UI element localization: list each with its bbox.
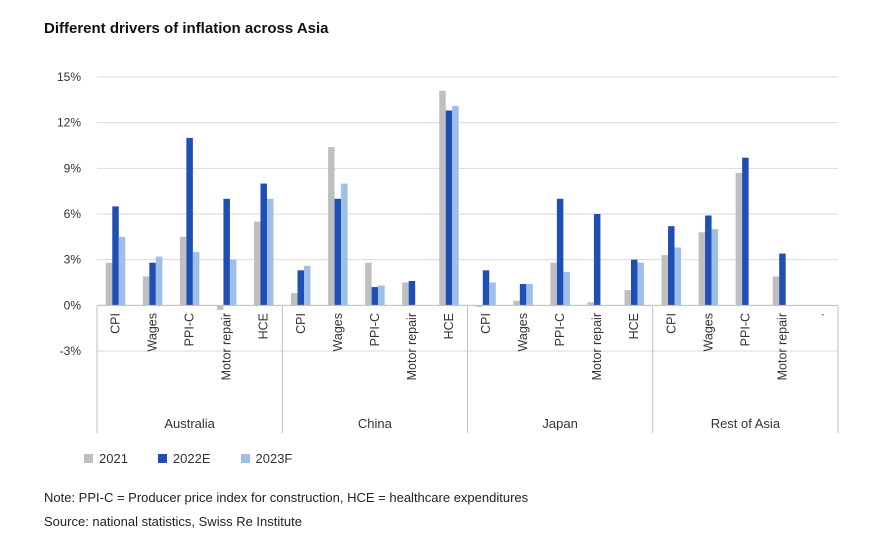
bar-2021 <box>772 276 780 306</box>
bar-2022e <box>779 253 786 306</box>
legend: 2021 2022E 2023F <box>84 451 292 466</box>
bar-2023f <box>674 247 682 306</box>
bar-2021 <box>513 300 520 306</box>
bar-2023f <box>266 198 274 306</box>
category-label: Motor repair <box>220 313 234 380</box>
category-label: HCE <box>442 313 456 339</box>
bar-2022e <box>668 226 675 306</box>
bar-2022e <box>260 183 267 306</box>
category-label: Wages <box>331 313 345 351</box>
y-tick-label: 6% <box>64 207 82 221</box>
source-note: Source: national statistics, Swiss Re In… <box>44 514 302 529</box>
bar-2021 <box>661 255 669 306</box>
bar-2021 <box>550 262 557 306</box>
bar-2022e <box>223 198 230 306</box>
category-label: PPI-C <box>368 313 382 346</box>
bar-2023f <box>489 282 496 306</box>
footnote: Note: PPI-C = Producer price index for c… <box>44 490 529 505</box>
bar-2021 <box>624 290 631 306</box>
bar-2022e <box>334 198 342 306</box>
legend-label: 2021 <box>99 451 128 466</box>
y-tick-label: -3% <box>60 344 82 358</box>
bar-2021 <box>291 293 298 306</box>
category-label: Wages <box>516 313 530 351</box>
bar-2021 <box>253 221 261 306</box>
group-label: China <box>358 416 393 431</box>
bar-2021 <box>365 262 372 306</box>
bar-2021 <box>328 147 335 306</box>
bar-2022e <box>742 157 749 306</box>
y-tick-label: 3% <box>64 253 82 267</box>
category-label: CPI <box>664 313 678 334</box>
group-label: Rest of Asia <box>711 416 781 431</box>
bar-2023f <box>526 284 533 306</box>
bar-2022e <box>112 206 119 306</box>
y-tick-label: 12% <box>57 116 81 130</box>
bar-2021 <box>402 282 409 306</box>
bar-2022e <box>519 284 527 306</box>
bar-2022e <box>705 215 712 306</box>
bar-2021 <box>476 305 483 307</box>
bar-2023f <box>155 256 163 306</box>
bar-2021 <box>216 305 224 310</box>
category-label: Motor repair <box>405 313 419 380</box>
category-label: HCE <box>627 313 641 339</box>
bar-2022e <box>482 270 490 306</box>
category-label: PPI-C <box>553 313 567 346</box>
category-label: Motor repair <box>775 313 789 380</box>
bar-2021 <box>735 172 743 306</box>
y-tick-label: 15% <box>57 70 81 84</box>
category-label: Motor repair <box>590 313 604 380</box>
bar-2022e <box>445 110 453 306</box>
bar-2021 <box>698 232 706 306</box>
bar-2023f <box>192 252 200 306</box>
legend-item: 2022E <box>157 451 211 466</box>
bar-2023f <box>378 285 385 306</box>
category-label: . <box>812 313 826 316</box>
category-label: CPI <box>294 313 308 334</box>
bar-2021 <box>439 90 446 306</box>
bar-2023f <box>452 105 459 306</box>
bar-2022e <box>593 214 601 306</box>
group-label: Japan <box>542 416 577 431</box>
legend-swatch <box>240 454 250 463</box>
bar-2022e <box>297 270 305 306</box>
category-label: HCE <box>257 313 271 339</box>
legend-item: 2021 <box>84 451 128 466</box>
category-label: Wages <box>146 313 160 351</box>
legend-swatch <box>84 454 93 463</box>
category-label: CPI <box>109 313 123 334</box>
bar-2023f <box>229 259 237 306</box>
bar-2022e <box>408 280 416 306</box>
bar-2022e <box>371 287 379 306</box>
category-label: CPI <box>479 313 493 334</box>
y-tick-label: 9% <box>64 161 82 175</box>
legend-item: 2023F <box>240 451 293 466</box>
bar-2022e <box>186 137 193 306</box>
bar-2023f <box>563 271 570 306</box>
chart-title: Different drivers of inflation across As… <box>44 20 329 37</box>
y-tick-label: 0% <box>64 298 82 312</box>
bar-2023f <box>304 265 311 306</box>
bar-2023f <box>341 183 348 306</box>
legend-label: 2022E <box>172 451 211 466</box>
legend-swatch <box>157 454 167 463</box>
bar-2021 <box>142 276 150 306</box>
bar-2023f <box>118 236 126 306</box>
bar-2022e <box>556 198 564 306</box>
bar-2023f <box>637 262 644 306</box>
group-label: Australia <box>164 416 215 431</box>
category-label: PPI-C <box>183 313 197 346</box>
category-label: Wages <box>701 313 715 351</box>
bar-2022e <box>630 259 638 306</box>
bar-2021 <box>587 302 594 306</box>
bar-2023f <box>711 229 719 306</box>
bar-2022e <box>149 262 156 306</box>
bar-2021 <box>179 236 187 306</box>
category-label: PPI-C <box>738 313 752 346</box>
bar-2021 <box>105 262 113 306</box>
legend-label: 2023F <box>255 451 293 466</box>
